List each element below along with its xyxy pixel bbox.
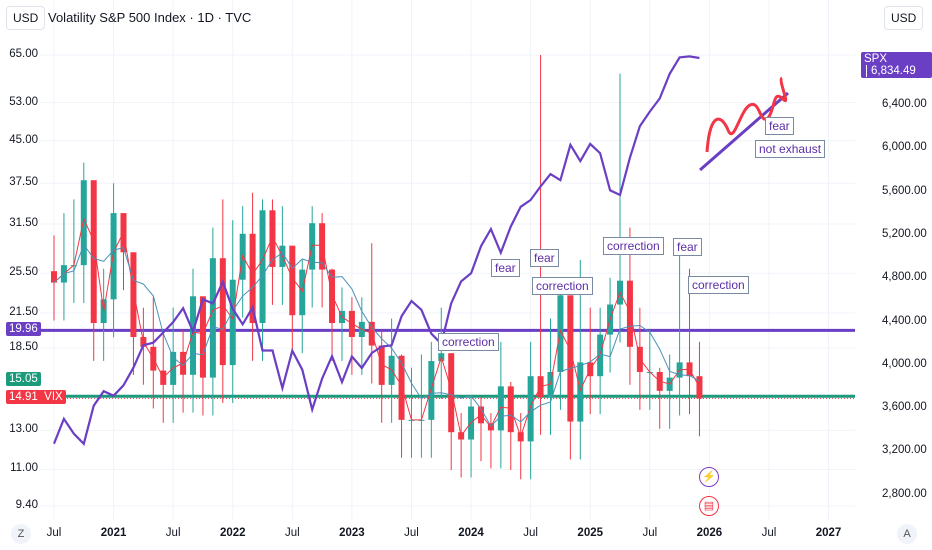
vix-last-value: 14.91: [9, 391, 38, 403]
left-axis-tick: 9.40: [15, 499, 38, 511]
right-axis-tick: 3,600.00: [882, 401, 927, 414]
vix-candle-body: [378, 345, 385, 385]
vix-candle-body: [219, 258, 226, 366]
vix-candle-body: [269, 210, 276, 267]
right-axis-tick: 4,400.00: [882, 314, 927, 327]
vix-candle-body: [190, 296, 197, 375]
annotation-correction[interactable]: correction: [532, 277, 593, 295]
vix-candle-body: [259, 210, 266, 324]
right-axis-tick: 6,000.00: [882, 141, 927, 154]
annotation-correction[interactable]: correction: [438, 333, 499, 351]
us-flag-icon[interactable]: ▤: [699, 496, 719, 516]
vix-candle-body: [289, 245, 296, 316]
vix-candle-body: [229, 279, 236, 366]
right-axis-tick: 6,400.00: [882, 98, 927, 110]
annotation-fear[interactable]: fear: [765, 117, 794, 135]
x-axis-tick: Jul: [523, 527, 538, 539]
x-axis-tick: 2027: [815, 527, 842, 539]
left-axis-tick: 21.50: [9, 306, 38, 319]
left-axis-tick: 25.50: [9, 266, 38, 279]
annotation-fear[interactable]: fear: [673, 238, 702, 256]
currency-right-button[interactable]: USD: [884, 6, 924, 30]
left-axis-tick: 53.00: [9, 95, 38, 108]
vix-candle-body: [90, 180, 97, 324]
vix-candle-body: [696, 376, 703, 399]
annotation-correction[interactable]: correction: [603, 237, 664, 255]
vix-slow-ma: [53, 243, 700, 427]
x-axis-tick: Jul: [284, 527, 300, 539]
vix-candle-body: [398, 355, 405, 420]
x-axis-tick: 2025: [577, 527, 604, 539]
left-axis-tick: 11.00: [10, 462, 38, 475]
vix-candle-body: [329, 269, 336, 324]
vix-candle-body: [51, 271, 57, 283]
vix-candle-body: [557, 295, 564, 372]
vix-candle-body: [110, 213, 117, 300]
auto-scale-button[interactable]: A: [897, 524, 917, 544]
annotation-correction[interactable]: correction: [688, 276, 749, 294]
vix-candle-body: [497, 386, 504, 431]
vix-candle-body: [100, 299, 107, 324]
vix-candle-body: [527, 376, 534, 442]
x-axis-tick: Jul: [165, 527, 181, 539]
chart-title: Volatility S&P 500 Index · 1D · TVC: [48, 10, 252, 25]
annotation-fear[interactable]: fear: [491, 259, 520, 277]
lightning-icon[interactable]: ⚡: [699, 467, 719, 487]
spx-last-value: 6,834.49: [866, 65, 916, 77]
left-axis-tick: 37.50: [9, 176, 38, 189]
spx-symbol: SPX: [864, 53, 888, 65]
vix-candle-body: [199, 296, 206, 378]
vix-candle-body: [209, 258, 216, 378]
vix-symbol: VIX: [44, 391, 63, 403]
right-axis-tick: 4,800.00: [882, 271, 927, 284]
right-axis-tick: 3,200.00: [882, 444, 927, 457]
spx-last-price-tag: SPX 6,834.49: [861, 52, 932, 78]
right-axis-tick: 5,600.00: [882, 184, 927, 197]
vix-candle-body: [299, 269, 306, 316]
annotation-fear[interactable]: fear: [530, 249, 559, 267]
zoom-reset-button[interactable]: Z: [11, 524, 31, 544]
support-line-tag: 15.05: [6, 372, 41, 386]
x-axis-tick: Jul: [761, 527, 777, 539]
wave-projection-drawing: [705, 76, 788, 153]
currency-left-button[interactable]: USD: [6, 6, 46, 30]
vix-candle-body: [249, 233, 256, 324]
right-axis-tick: 4,000.00: [882, 357, 927, 370]
x-axis-tick: 2026: [696, 527, 723, 539]
right-axis-tick: 2,800.00: [882, 487, 927, 500]
x-axis-tick: 2022: [219, 527, 246, 539]
x-axis-tick: Jul: [404, 527, 419, 539]
left-axis-tick: 31.50: [9, 216, 38, 229]
vix-candle-body: [567, 295, 574, 422]
annotation-not-exhaust[interactable]: not exhaust: [755, 140, 826, 158]
left-axis-tick: 45.00: [9, 133, 38, 146]
vix-last-price-tag: 14.91 VIX: [6, 390, 66, 404]
x-axis-tick: 2024: [458, 527, 484, 539]
left-axis-tick: 18.50: [9, 341, 38, 354]
left-axis-tick: 13.00: [9, 423, 38, 436]
x-axis-tick: 2023: [339, 527, 365, 539]
level-line-tag: 19.96: [6, 322, 41, 336]
vix-candle-body: [577, 362, 584, 422]
spx-line: [52, 55, 700, 446]
vix-candle-body: [130, 252, 137, 338]
x-axis-tick: Jul: [46, 527, 62, 539]
left-axis-tick: 65.00: [9, 48, 38, 60]
vix-candle-body: [448, 353, 455, 433]
vix-candle-body: [80, 180, 87, 266]
vix-candle-body: [428, 361, 435, 420]
vix-candle-body: [597, 334, 604, 377]
x-axis-tick: 2021: [100, 527, 127, 539]
right-axis-tick: 5,200.00: [882, 227, 927, 240]
x-axis-tick: Jul: [642, 527, 658, 539]
